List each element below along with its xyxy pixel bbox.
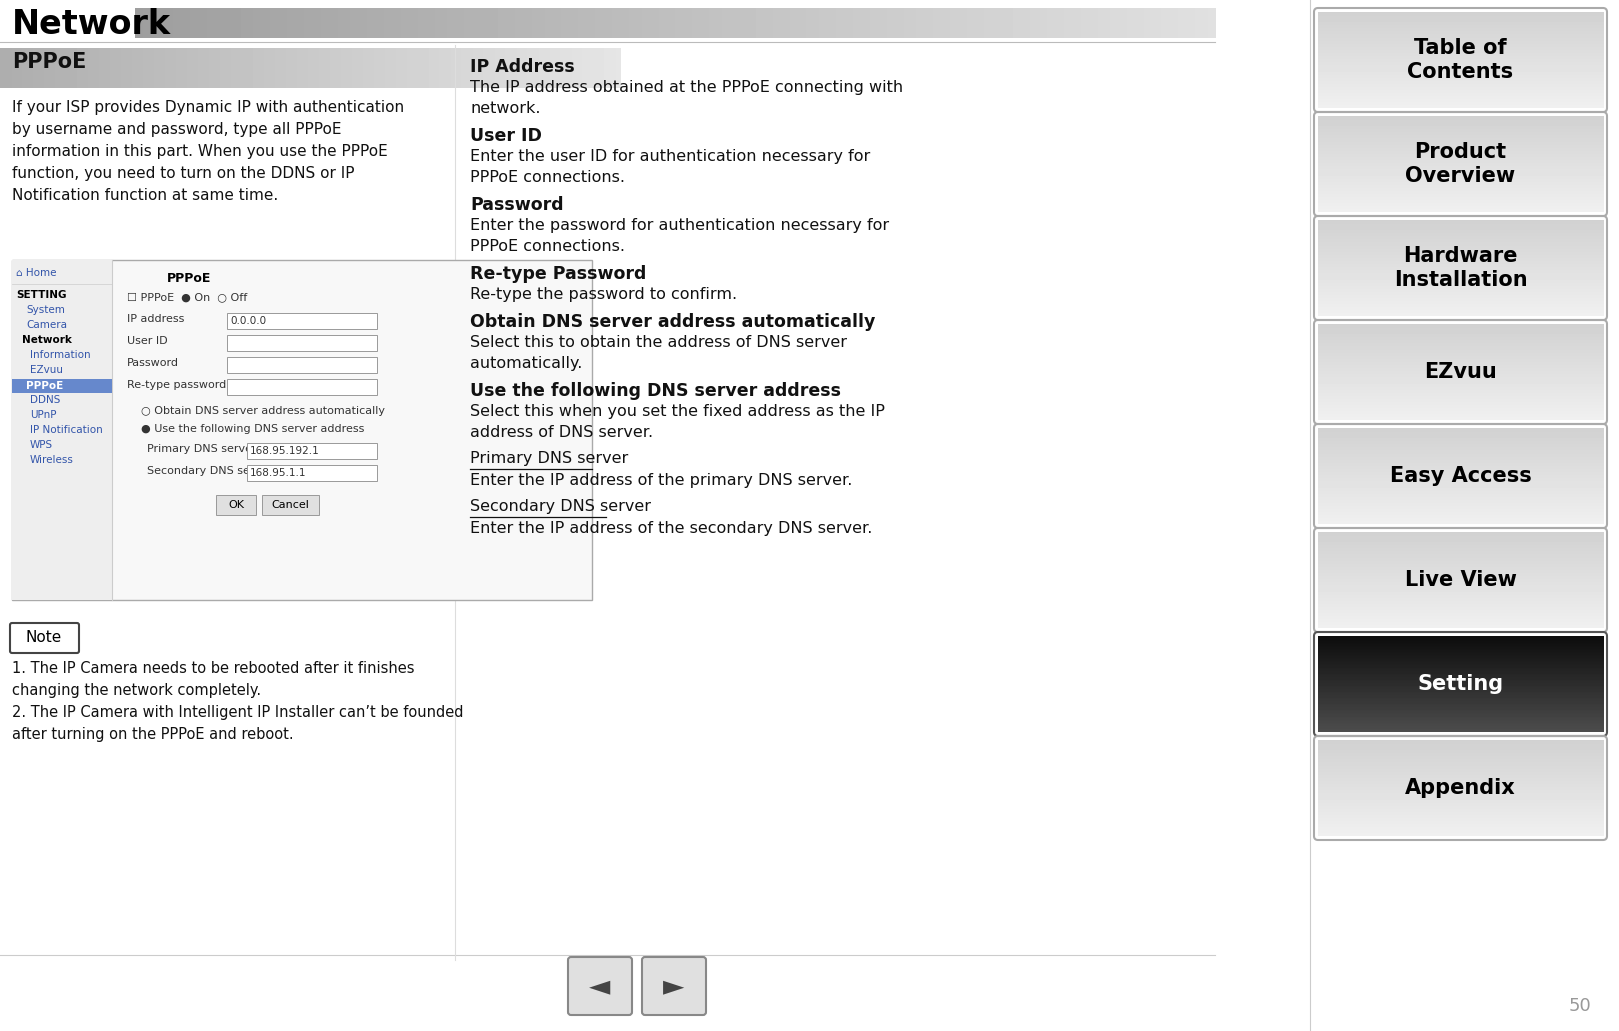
Text: Wireless: Wireless [31,455,74,465]
FancyBboxPatch shape [227,357,377,373]
Text: Obtain DNS server address automatically: Obtain DNS server address automatically [470,313,876,331]
Text: User ID: User ID [126,336,168,346]
Text: WPS: WPS [31,440,53,450]
FancyBboxPatch shape [248,443,377,459]
Text: EZvuu: EZvuu [31,365,63,375]
Text: Product
Overview: Product Overview [1405,141,1515,187]
Text: Note: Note [26,631,62,645]
Text: 168.95.192.1: 168.95.192.1 [249,446,319,456]
FancyBboxPatch shape [227,313,377,329]
Text: The IP address obtained at the PPPoE connecting with: The IP address obtained at the PPPoE con… [470,80,903,95]
FancyBboxPatch shape [11,379,112,393]
Text: Use the following DNS server address: Use the following DNS server address [470,383,840,400]
Text: ☐ PPPoE  ● On  ○ Off: ☐ PPPoE ● On ○ Off [126,292,248,302]
Text: Primary DNS server: Primary DNS server [470,451,628,466]
Text: information in this part. When you use the PPPoE: information in this part. When you use t… [11,144,387,159]
Text: PPPoE: PPPoE [167,272,212,285]
Text: Information: Information [31,350,91,360]
Text: Enter the password for authentication necessary for: Enter the password for authentication ne… [470,218,889,233]
Text: IP Address: IP Address [470,58,575,76]
Text: Enter the user ID for authentication necessary for: Enter the user ID for authentication nec… [470,149,871,164]
Text: by username and password, type all PPPoE: by username and password, type all PPPoE [11,122,342,137]
Text: Appendix: Appendix [1405,778,1515,798]
Text: Re-type password: Re-type password [126,380,227,390]
Text: 2. The IP Camera with Intelligent IP Installer can’t be founded: 2. The IP Camera with Intelligent IP Ins… [11,705,463,720]
Text: If your ISP provides Dynamic IP with authentication: If your ISP provides Dynamic IP with aut… [11,100,405,115]
Text: Select this to obtain the address of DNS server: Select this to obtain the address of DNS… [470,335,847,350]
FancyBboxPatch shape [262,495,319,516]
Text: 1. The IP Camera needs to be rebooted after it finishes: 1. The IP Camera needs to be rebooted af… [11,661,414,676]
Text: Re-type the password to confirm.: Re-type the password to confirm. [470,287,737,302]
Text: PPPoE connections.: PPPoE connections. [470,170,625,185]
Text: Enter the IP address of the secondary DNS server.: Enter the IP address of the secondary DN… [470,521,873,536]
Text: Enter the IP address of the primary DNS server.: Enter the IP address of the primary DNS … [470,473,852,488]
Text: Easy Access: Easy Access [1389,466,1532,486]
Text: Setting: Setting [1418,674,1504,694]
FancyBboxPatch shape [11,260,112,600]
Text: Password: Password [470,196,563,214]
FancyBboxPatch shape [248,465,377,481]
Text: function, you need to turn on the DDNS or IP: function, you need to turn on the DDNS o… [11,166,355,181]
FancyBboxPatch shape [10,623,79,653]
Text: ● Use the following DNS server address: ● Use the following DNS server address [141,424,364,434]
Text: Network: Network [23,335,71,345]
FancyBboxPatch shape [227,335,377,351]
Text: 168.95.1.1: 168.95.1.1 [249,468,306,478]
Text: Hardware
Installation: Hardware Installation [1394,245,1527,291]
Text: UPnP: UPnP [31,410,57,420]
Text: Camera: Camera [26,320,66,330]
Text: Secondary DNS server: Secondary DNS server [147,466,272,476]
Text: OK: OK [228,500,244,510]
Text: System: System [26,305,65,315]
Text: address of DNS server.: address of DNS server. [470,425,652,440]
FancyBboxPatch shape [227,379,377,395]
Text: IP Notification: IP Notification [31,425,102,435]
Text: ○ Obtain DNS server address automatically: ○ Obtain DNS server address automaticall… [141,406,385,415]
FancyBboxPatch shape [643,957,706,1015]
Text: ◄: ◄ [589,972,610,1000]
Text: EZvuu: EZvuu [1425,362,1498,383]
Text: network.: network. [470,101,541,117]
FancyBboxPatch shape [11,260,593,600]
Text: Primary DNS server: Primary DNS server [147,444,257,454]
Text: ⌂ Home: ⌂ Home [16,268,57,278]
Text: Live View: Live View [1405,570,1517,590]
Text: ►: ► [664,972,685,1000]
Text: User ID: User ID [470,127,542,145]
Text: Notification function at same time.: Notification function at same time. [11,188,278,203]
FancyBboxPatch shape [215,495,256,516]
Text: Cancel: Cancel [270,500,309,510]
Text: Table of
Contents: Table of Contents [1407,37,1514,82]
Text: Password: Password [126,358,180,368]
Text: automatically.: automatically. [470,356,583,371]
Text: IP address: IP address [126,314,185,324]
Text: Secondary DNS server: Secondary DNS server [470,499,651,514]
FancyBboxPatch shape [568,957,631,1015]
Text: changing the network completely.: changing the network completely. [11,683,261,698]
Text: SETTING: SETTING [16,290,66,300]
Text: after turning on the PPPoE and reboot.: after turning on the PPPoE and reboot. [11,727,293,742]
Text: 50: 50 [1569,997,1591,1015]
Text: DDNS: DDNS [31,395,60,405]
Text: Select this when you set the fixed address as the IP: Select this when you set the fixed addre… [470,404,886,419]
Text: PPPoE: PPPoE [11,52,86,72]
Text: Re-type Password: Re-type Password [470,265,646,282]
Text: Network: Network [11,8,172,41]
Text: PPPoE connections.: PPPoE connections. [470,239,625,254]
Text: PPPoE: PPPoE [26,381,63,391]
Text: 0.0.0.0: 0.0.0.0 [230,315,266,326]
